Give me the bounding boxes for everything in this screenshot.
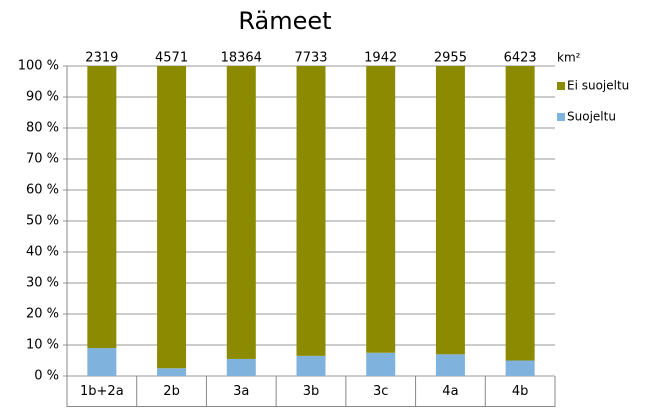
y-tick-label: 50 % — [26, 214, 59, 229]
bar-segment — [87, 66, 117, 349]
y-tick-label: 90 % — [26, 90, 59, 105]
legend-swatch — [557, 82, 565, 90]
bar-segment — [435, 66, 465, 355]
y-tick-label: 70 % — [26, 152, 59, 167]
x-tick-label: 3c — [373, 384, 388, 399]
x-tick-label: 3b — [303, 384, 320, 399]
chart-title: Rämeet — [238, 7, 331, 35]
total-label: 7733 — [294, 51, 327, 66]
total-label: 6423 — [504, 51, 537, 66]
bar-segment — [366, 352, 396, 376]
totals-unit: km² — [557, 51, 581, 65]
y-tick-label: 10 % — [26, 338, 59, 353]
legend-label: Ei suojeltu — [567, 79, 629, 93]
bar-segment — [296, 355, 326, 376]
bar-segment — [157, 368, 187, 376]
x-tick-label: 4a — [442, 384, 458, 399]
x-tick-label: 3a — [233, 384, 249, 399]
total-label: 18364 — [221, 51, 262, 66]
x-tick-label: 1b+2a — [80, 384, 124, 399]
x-tick-label: 2b — [163, 384, 180, 399]
bar-segment — [366, 66, 396, 353]
bar-segment — [226, 358, 256, 376]
bar-segment — [435, 354, 465, 376]
bar-segment — [87, 348, 117, 376]
y-tick-label: 20 % — [26, 307, 59, 322]
y-tick-label: 60 % — [26, 183, 59, 198]
bar-segment — [157, 66, 187, 369]
bar-segment — [505, 360, 535, 376]
x-tick-label: 4b — [512, 384, 529, 399]
bar-segment — [226, 66, 256, 359]
bar-segment — [296, 66, 326, 356]
y-tick-label: 0 % — [34, 369, 59, 384]
total-label: 4571 — [155, 51, 188, 66]
y-tick-label: 100 % — [18, 59, 59, 74]
total-label: 2955 — [434, 51, 467, 66]
legend-label: Suojeltu — [567, 110, 616, 124]
bar-segment — [505, 66, 535, 361]
legend-swatch — [557, 113, 565, 121]
y-tick-label: 40 % — [26, 245, 59, 260]
total-label: 2319 — [85, 51, 118, 66]
y-tick-label: 80 % — [26, 121, 59, 136]
total-label: 1942 — [364, 51, 397, 66]
y-tick-label: 30 % — [26, 276, 59, 291]
